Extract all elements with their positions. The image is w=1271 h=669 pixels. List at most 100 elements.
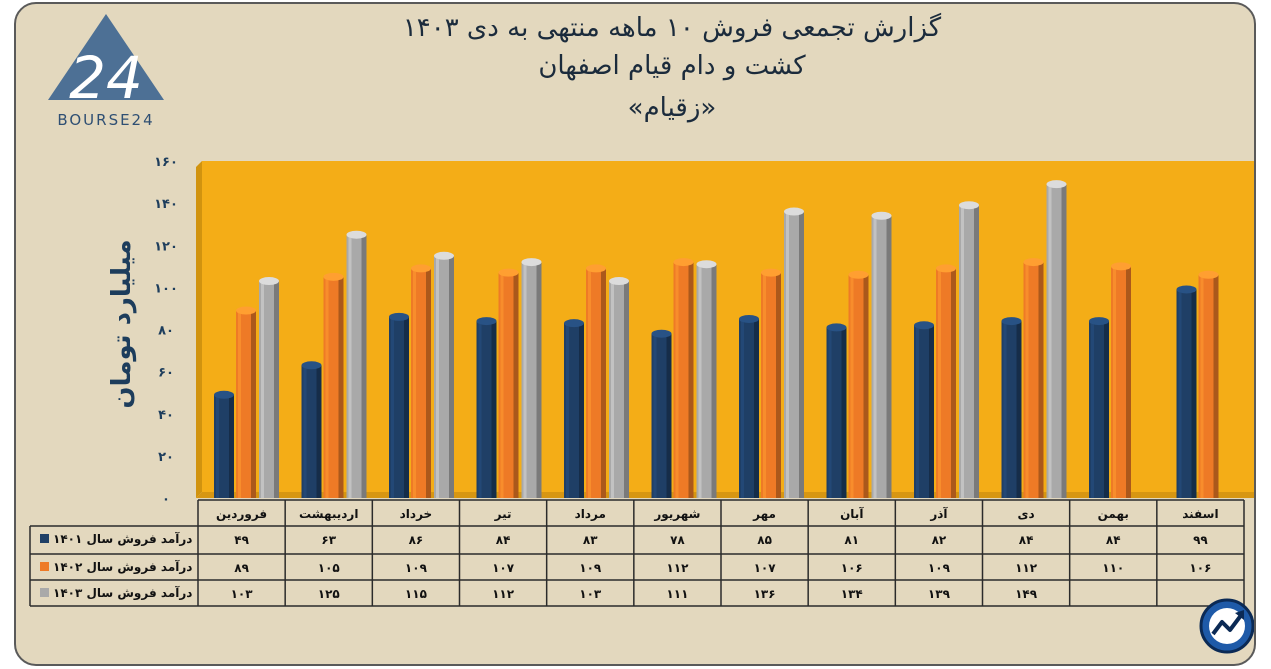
y-tick-label: ۰	[162, 492, 170, 507]
bar-highlight	[611, 281, 614, 498]
legend-swatch	[40, 534, 49, 543]
data-label: ۱۰۶	[841, 561, 863, 575]
bar	[301, 361, 322, 498]
bar-shade	[338, 276, 344, 498]
bar-cap	[826, 323, 847, 332]
legend-label: درآمد فروش سال ۱۴۰۳	[53, 585, 192, 601]
data-label: ۴۹	[234, 533, 249, 547]
bar-cap	[1176, 285, 1197, 294]
bar-highlight	[828, 327, 832, 498]
bar-highlight	[916, 325, 919, 498]
legend-swatch	[40, 588, 49, 597]
bar-shade	[536, 262, 542, 498]
bar-cap	[739, 314, 759, 323]
y-axis-label: میلیارد تومان	[107, 239, 137, 408]
bar-highlight	[1113, 266, 1116, 498]
bar	[259, 277, 279, 498]
data-label: ۱۱۵	[405, 587, 427, 601]
data-label: ۱۱۰	[1102, 561, 1124, 575]
data-label: ۱۲۵	[318, 587, 340, 601]
bar-highlight	[850, 274, 854, 498]
logo-number: 24	[69, 44, 143, 112]
bar-highlight	[763, 272, 766, 498]
bar-highlight	[261, 281, 264, 498]
bar-shade	[799, 211, 804, 499]
bar	[914, 321, 934, 498]
bar-highlight	[698, 264, 702, 498]
bar	[609, 277, 629, 498]
bar-cap	[259, 277, 279, 286]
bar-highlight	[500, 272, 504, 498]
plot-floor	[196, 492, 1254, 498]
bar-highlight	[1003, 321, 1007, 498]
bar-cap	[1089, 317, 1109, 326]
bar-cap	[411, 264, 431, 273]
data-label: ۱۴۹	[1015, 587, 1038, 601]
bar-highlight	[325, 276, 329, 498]
bar-shade	[513, 272, 519, 498]
bar-shade	[1191, 289, 1197, 498]
bar-shade	[841, 327, 847, 498]
bar-cap	[564, 319, 584, 328]
bar-cap	[696, 260, 717, 269]
bar-cap	[959, 201, 979, 210]
chart-title-line-2: کشت و دام قیام اصفهان	[538, 51, 806, 81]
x-tick-label: مهر	[752, 507, 776, 521]
data-label: ۱۳۶	[754, 587, 776, 601]
bar-shade	[251, 310, 256, 498]
bar-highlight	[238, 310, 241, 498]
plot-side-wall	[196, 161, 202, 498]
bar-highlight	[786, 211, 789, 499]
bar-shade	[974, 205, 979, 498]
bar	[936, 264, 956, 498]
bar	[521, 258, 542, 498]
bar-cap	[586, 264, 606, 273]
x-tick-label: آبان	[840, 506, 864, 521]
bar	[826, 323, 847, 498]
bar-shade	[491, 321, 497, 498]
x-tick-label: خرداد	[400, 507, 433, 521]
bar-cap	[346, 230, 367, 239]
bar-highlight	[653, 333, 657, 498]
bar-cap	[236, 306, 256, 315]
y-tick-label: ۱۰۰	[154, 281, 178, 296]
bar-shade	[863, 274, 869, 498]
bar-shade	[1061, 184, 1067, 498]
bar-cap	[871, 211, 892, 220]
logo-triangle-icon	[48, 14, 164, 100]
bar-highlight	[216, 394, 219, 498]
bar-highlight	[436, 255, 439, 498]
bar-shade	[361, 234, 367, 498]
bar-shade	[316, 365, 322, 498]
bar-highlight	[675, 262, 679, 498]
bar	[959, 201, 979, 498]
y-tick-label: ۸۰	[158, 324, 174, 339]
data-label: ۸۶	[409, 533, 424, 547]
data-label: ۱۳۹	[928, 587, 951, 601]
bar-shade	[624, 281, 629, 498]
bar-cap	[1046, 180, 1067, 189]
bar-highlight	[1048, 184, 1052, 498]
bar-cap	[1023, 258, 1044, 267]
bar-cap	[1001, 317, 1022, 326]
x-tick-label: اسفند	[1182, 507, 1218, 521]
data-label: ۱۱۲	[1015, 561, 1038, 575]
bar-shade	[1104, 321, 1109, 498]
bar-shade	[426, 268, 431, 498]
data-label: ۸۹	[234, 561, 249, 575]
data-label: ۱۰۷	[492, 561, 515, 575]
bar-cap	[521, 258, 542, 267]
bar	[1111, 262, 1131, 498]
bar-shade	[1016, 321, 1022, 498]
bar-shade	[886, 215, 892, 498]
data-label: ۱۰۹	[405, 561, 428, 575]
data-label: ۱۰۹	[928, 561, 951, 575]
bar	[214, 390, 234, 498]
chart-title-line-3: «زقیام»	[628, 93, 717, 123]
data-label: ۱۰۵	[318, 561, 340, 575]
legend-label: درآمد فروش سال ۱۴۰۱	[53, 531, 192, 547]
bar-highlight	[741, 318, 744, 498]
bar	[476, 317, 497, 498]
bar-highlight	[961, 205, 964, 498]
bar-highlight	[478, 321, 482, 498]
